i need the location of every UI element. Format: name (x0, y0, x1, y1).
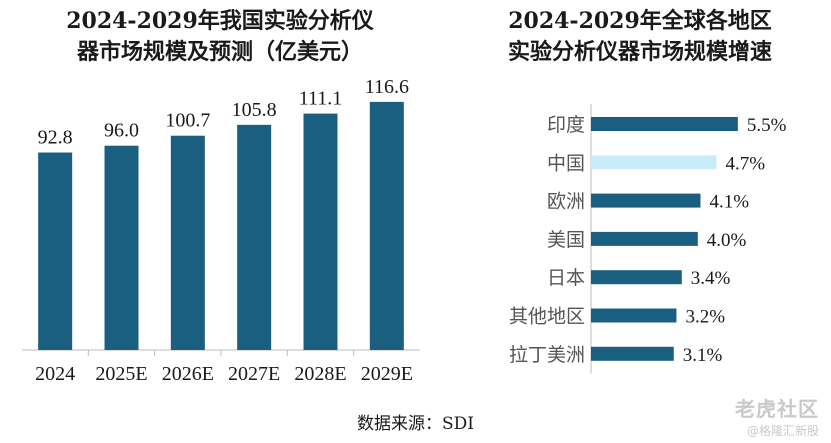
bar-value-label-2025E: 96.0 (104, 120, 139, 142)
bar-value-label-2027E: 105.8 (232, 99, 277, 121)
left-chart-title: 2024-2029年我国实验分析仪 器市场规模及预测（亿美元） (30, 6, 410, 68)
y-tick-label-美国: 美国 (547, 229, 585, 251)
hbar-value-label-拉丁美洲: 3.1% (683, 345, 723, 366)
data-source-note: 数据来源：SDI (357, 414, 474, 434)
bar-2028E (303, 113, 338, 351)
hbar-value-label-美国: 4.0% (707, 230, 747, 251)
bar-2029E (369, 101, 404, 350)
x-tick-label-2024: 2024 (35, 363, 75, 385)
y-tick-label-中国: 中国 (547, 152, 585, 174)
hbar-value-label-日本: 3.4% (691, 268, 731, 289)
right-chart-title-line-2: 实验分析仪器市场规模增速 (507, 39, 772, 65)
y-tick-label-欧洲: 欧洲 (547, 191, 585, 213)
bar-value-label-2024: 92.8 (38, 127, 73, 149)
hbar-日本 (591, 270, 682, 285)
hbar-value-label-其他地区: 3.2% (685, 307, 725, 328)
bar-2025E (104, 145, 139, 350)
bar-value-label-2029E: 116.6 (365, 76, 409, 98)
y-tick-label-拉丁美洲: 拉丁美洲 (509, 344, 585, 366)
right-chart-title: 2024-2029年全球各地区 实验分析仪器市场规模增速 (470, 6, 810, 68)
hbar-美国 (591, 231, 698, 246)
left-chart-title-line-1: 2024-2029年我国实验分析仪 (66, 8, 374, 34)
bar-value-label-2028E: 111.1 (299, 88, 343, 110)
bar-2027E (237, 124, 272, 350)
bar-2026E (170, 135, 205, 350)
x-tick-label-2028E: 2028E (294, 363, 346, 385)
x-tick-label-2026E: 2026E (162, 363, 214, 385)
hbar-欧洲 (591, 193, 701, 208)
right-chart-title-line-1: 2024-2029年全球各地区 (508, 8, 772, 34)
watermark-sub-text: @格隆汇新股 (746, 424, 819, 438)
watermark: 老虎社区 @格隆汇新股 (735, 393, 819, 439)
bar-value-label-2026E: 100.7 (165, 110, 210, 132)
x-tick-label-2029E: 2029E (361, 363, 413, 385)
x-tick-label-2025E: 2025E (95, 363, 147, 385)
y-tick-label-印度: 印度 (547, 114, 585, 136)
left-chart-title-line-2: 器市场规模及预测（亿美元） (76, 39, 363, 65)
hbar-value-label-中国: 4.7% (725, 153, 765, 174)
y-tick-label-其他地区: 其他地区 (509, 306, 585, 328)
hbar-印度 (591, 117, 738, 131)
hbar-value-label-欧洲: 4.1% (709, 192, 749, 213)
hbar-其他地区 (591, 308, 677, 323)
hbar-value-label-印度: 5.5% (747, 115, 787, 136)
hbar-中国 (591, 155, 717, 170)
watermark-main-text: 老虎社区 (735, 397, 819, 421)
x-tick-label-2027E: 2027E (228, 363, 280, 385)
bar-2024 (38, 152, 73, 350)
hbar-拉丁美洲 (591, 346, 674, 361)
y-tick-label-日本: 日本 (547, 267, 585, 289)
